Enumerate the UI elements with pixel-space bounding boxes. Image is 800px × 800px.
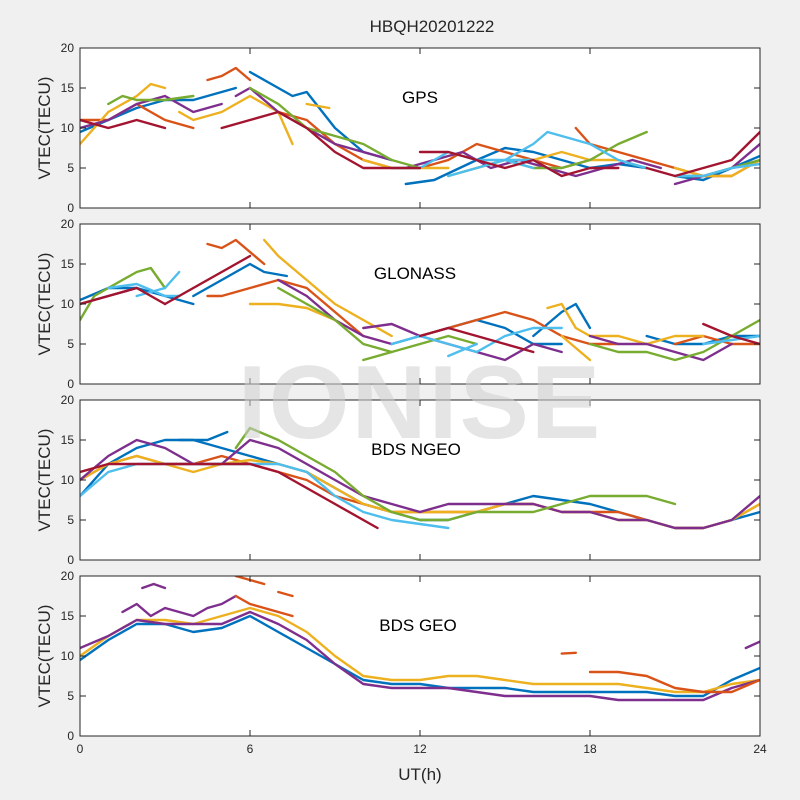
series-line <box>404 146 648 186</box>
panels: 0 5 10 15 20 VTEC(TECU) GPS 0 5 10 15 20 VTEC(TECU) G… <box>35 41 767 756</box>
x-tick-label: 24 <box>753 742 767 756</box>
y-tick-label: 0 <box>67 729 74 743</box>
y-tick-label: 5 <box>67 161 74 175</box>
series-group <box>80 426 760 530</box>
series-line <box>673 154 760 182</box>
series-line <box>80 118 167 130</box>
y-tick-label: 5 <box>67 513 74 527</box>
panel-3: 0 5 10 15 20 VTEC(TECU) BDS NGEO <box>35 393 761 567</box>
series-line <box>418 310 620 346</box>
series-line <box>588 670 760 694</box>
panel-4: 0 5 10 15 20 0 6 12 18 24 VTEC(TECU) BDS GEO <box>35 569 767 756</box>
y-tick-label: 0 <box>67 201 74 215</box>
series-line <box>560 334 592 362</box>
axes-background <box>80 576 760 736</box>
series-line <box>177 430 229 442</box>
panel-1: 0 5 10 15 20 VTEC(TECU) GPS <box>35 41 761 215</box>
series-line <box>248 86 422 170</box>
series-line <box>107 94 195 106</box>
series-line <box>305 102 331 110</box>
panel-label: GPS <box>402 88 438 107</box>
series-line <box>177 94 294 146</box>
series-line <box>80 610 760 702</box>
series-line <box>744 640 760 650</box>
y-tick-label: 10 <box>61 649 75 663</box>
y-tick-label: 0 <box>67 553 74 567</box>
series-line <box>673 334 760 346</box>
y-tick-label: 5 <box>67 337 74 351</box>
y-tick-label: 20 <box>61 569 75 583</box>
y-tick-label: 10 <box>61 121 75 135</box>
series-line <box>645 130 760 178</box>
series-line <box>673 162 760 178</box>
series-line <box>141 582 167 590</box>
panel-2: 0 5 10 15 20 VTEC(TECU) GLONASS <box>35 217 761 391</box>
series-line <box>475 342 563 362</box>
axes-background <box>80 48 760 208</box>
series-line <box>234 426 677 522</box>
series-line <box>503 130 648 170</box>
x-tick-label: 6 <box>247 742 254 756</box>
series-line <box>234 594 294 618</box>
y-tick-label: 20 <box>61 217 75 231</box>
series-line <box>560 651 577 655</box>
series-line <box>163 254 252 306</box>
y-axis-label: VTEC(TECU) <box>35 429 54 532</box>
series-line <box>107 282 181 298</box>
series-line <box>263 238 393 338</box>
y-tick-label: 15 <box>61 81 75 95</box>
axes-background <box>80 400 760 560</box>
y-tick-label: 15 <box>61 433 75 447</box>
y-axis-label: VTEC(TECU) <box>35 605 54 708</box>
series-line <box>702 334 760 346</box>
watermark: IONISE <box>238 345 603 461</box>
series-line <box>447 342 478 358</box>
x-tick-label: 18 <box>583 742 597 756</box>
series-line <box>248 302 337 322</box>
series-line <box>532 302 592 338</box>
series-line <box>206 238 266 266</box>
y-tick-label: 15 <box>61 257 75 271</box>
series-group <box>80 66 760 186</box>
series-line <box>80 462 379 530</box>
series-group <box>80 238 760 362</box>
panel-label: BDS GEO <box>379 616 456 635</box>
y-tick-label: 20 <box>61 393 75 407</box>
y-tick-label: 10 <box>61 473 75 487</box>
series-line <box>546 302 705 346</box>
panel-label: BDS NGEO <box>371 440 461 459</box>
series-line <box>702 322 760 346</box>
series-line <box>80 286 167 306</box>
panel-label: GLONASS <box>374 264 456 283</box>
y-tick-label: 20 <box>61 41 75 55</box>
series-line <box>277 286 393 354</box>
series-line <box>588 334 733 362</box>
x-axis-label: UT(h) <box>398 765 441 784</box>
y-tick-label: 5 <box>67 689 74 703</box>
y-tick-label: 10 <box>61 297 75 311</box>
y-tick-label: 0 <box>67 377 74 391</box>
figure-title: HBQH20201222 <box>370 17 495 36</box>
series-line <box>121 594 238 618</box>
x-tick-label: 12 <box>413 742 427 756</box>
series-group <box>80 576 760 702</box>
series-line <box>206 66 252 82</box>
series-line <box>418 326 535 354</box>
series-line <box>418 150 620 178</box>
y-axis-label: VTEC(TECU) <box>35 253 54 356</box>
series-line <box>277 590 294 598</box>
series-line <box>80 614 760 698</box>
series-line <box>404 150 662 178</box>
y-tick-label: 15 <box>61 609 75 623</box>
series-line <box>362 334 478 362</box>
series-line <box>192 262 288 298</box>
x-tick-label: 0 <box>77 742 84 756</box>
y-axis-label: VTEC(TECU) <box>35 77 54 180</box>
series-line <box>220 110 422 170</box>
